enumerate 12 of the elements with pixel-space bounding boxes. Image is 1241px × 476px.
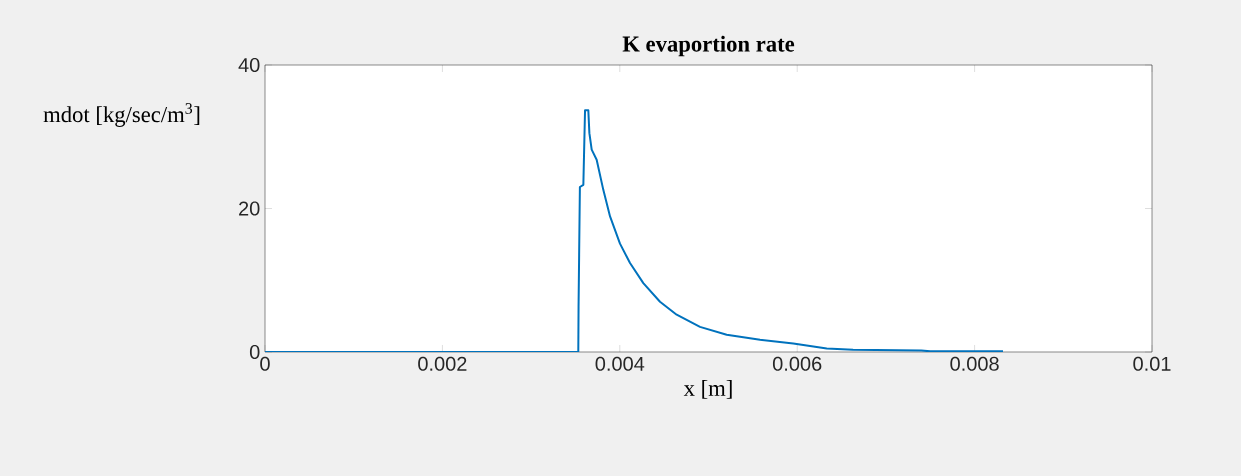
x-tick-label: 0	[260, 356, 270, 371]
x-axis-title: x [m]	[683, 380, 732, 399]
y-tick-label: 20	[239, 201, 260, 216]
y-axis-title: mdot [kg/sec/m$^{3}$]	[43, 103, 200, 127]
x-tick-label: 0.008	[950, 356, 999, 371]
x-tick-label: 0.01	[1133, 356, 1171, 371]
chart-title: K evaportion rate	[622, 35, 795, 57]
x-tick-label: 0.006	[772, 356, 822, 371]
y-tick-label: 0	[249, 344, 260, 360]
x-tick-label: 0.004	[595, 356, 645, 371]
y-tick-label: 40	[238, 57, 260, 73]
x-tick-label: 0.002	[418, 356, 467, 371]
